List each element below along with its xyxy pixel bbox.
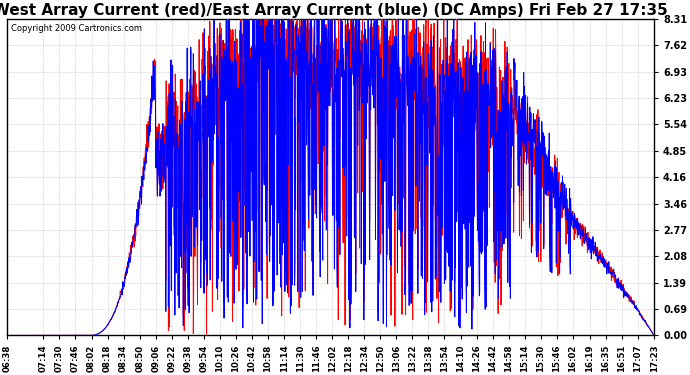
Title: West Array Current (red)/East Array Current (blue) (DC Amps) Fri Feb 27 17:35: West Array Current (red)/East Array Curr… <box>0 3 668 18</box>
Text: Copyright 2009 Cartronics.com: Copyright 2009 Cartronics.com <box>10 24 141 33</box>
